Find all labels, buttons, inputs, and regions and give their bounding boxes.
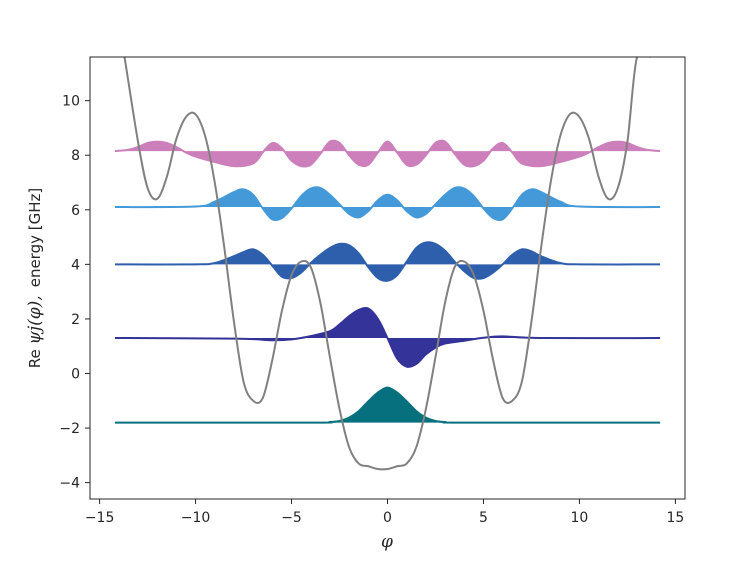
x-axis-label: φ [381, 532, 393, 552]
y-tick-label: −4 [59, 476, 80, 492]
wavefunction-fill-4 [115, 141, 660, 167]
y-tick-label: 0 [71, 366, 80, 382]
y-axis-label-symbol: ψj(φ), [25, 295, 45, 344]
y-tick-label: 10 [62, 94, 80, 110]
y-tick-label: 8 [71, 148, 80, 164]
wavefunction-fill-3 [115, 187, 660, 220]
x-tick-label: 5 [479, 510, 488, 526]
y-tick-label: 2 [71, 312, 80, 328]
wavefunction-line-1 [115, 308, 660, 367]
y-axis-label-prefix: Re [26, 344, 44, 368]
y-tick-label: −2 [59, 421, 80, 437]
y-axis-label: Re ψj(φ), energy [GHz] [25, 188, 45, 368]
y-tick-label: 6 [71, 203, 80, 219]
x-tick-label: −10 [181, 510, 211, 526]
y-axis: −4 −2 0 2 4 6 8 10 [59, 94, 90, 492]
wavefunction-fill-0 [115, 388, 660, 423]
wavefunction-layer [115, 141, 660, 423]
x-tick-label: 15 [666, 510, 684, 526]
y-axis-label-suffix: energy [GHz] [26, 188, 44, 288]
wavefunction-fill-2 [115, 242, 660, 281]
x-tick-label: −15 [85, 510, 115, 526]
x-axis: −15 −10 −5 0 5 10 15 [85, 499, 684, 526]
x-tick-label: 0 [383, 510, 392, 526]
x-tick-label: 10 [571, 510, 589, 526]
y-tick-label: 4 [71, 257, 80, 273]
x-tick-label: −5 [281, 510, 302, 526]
